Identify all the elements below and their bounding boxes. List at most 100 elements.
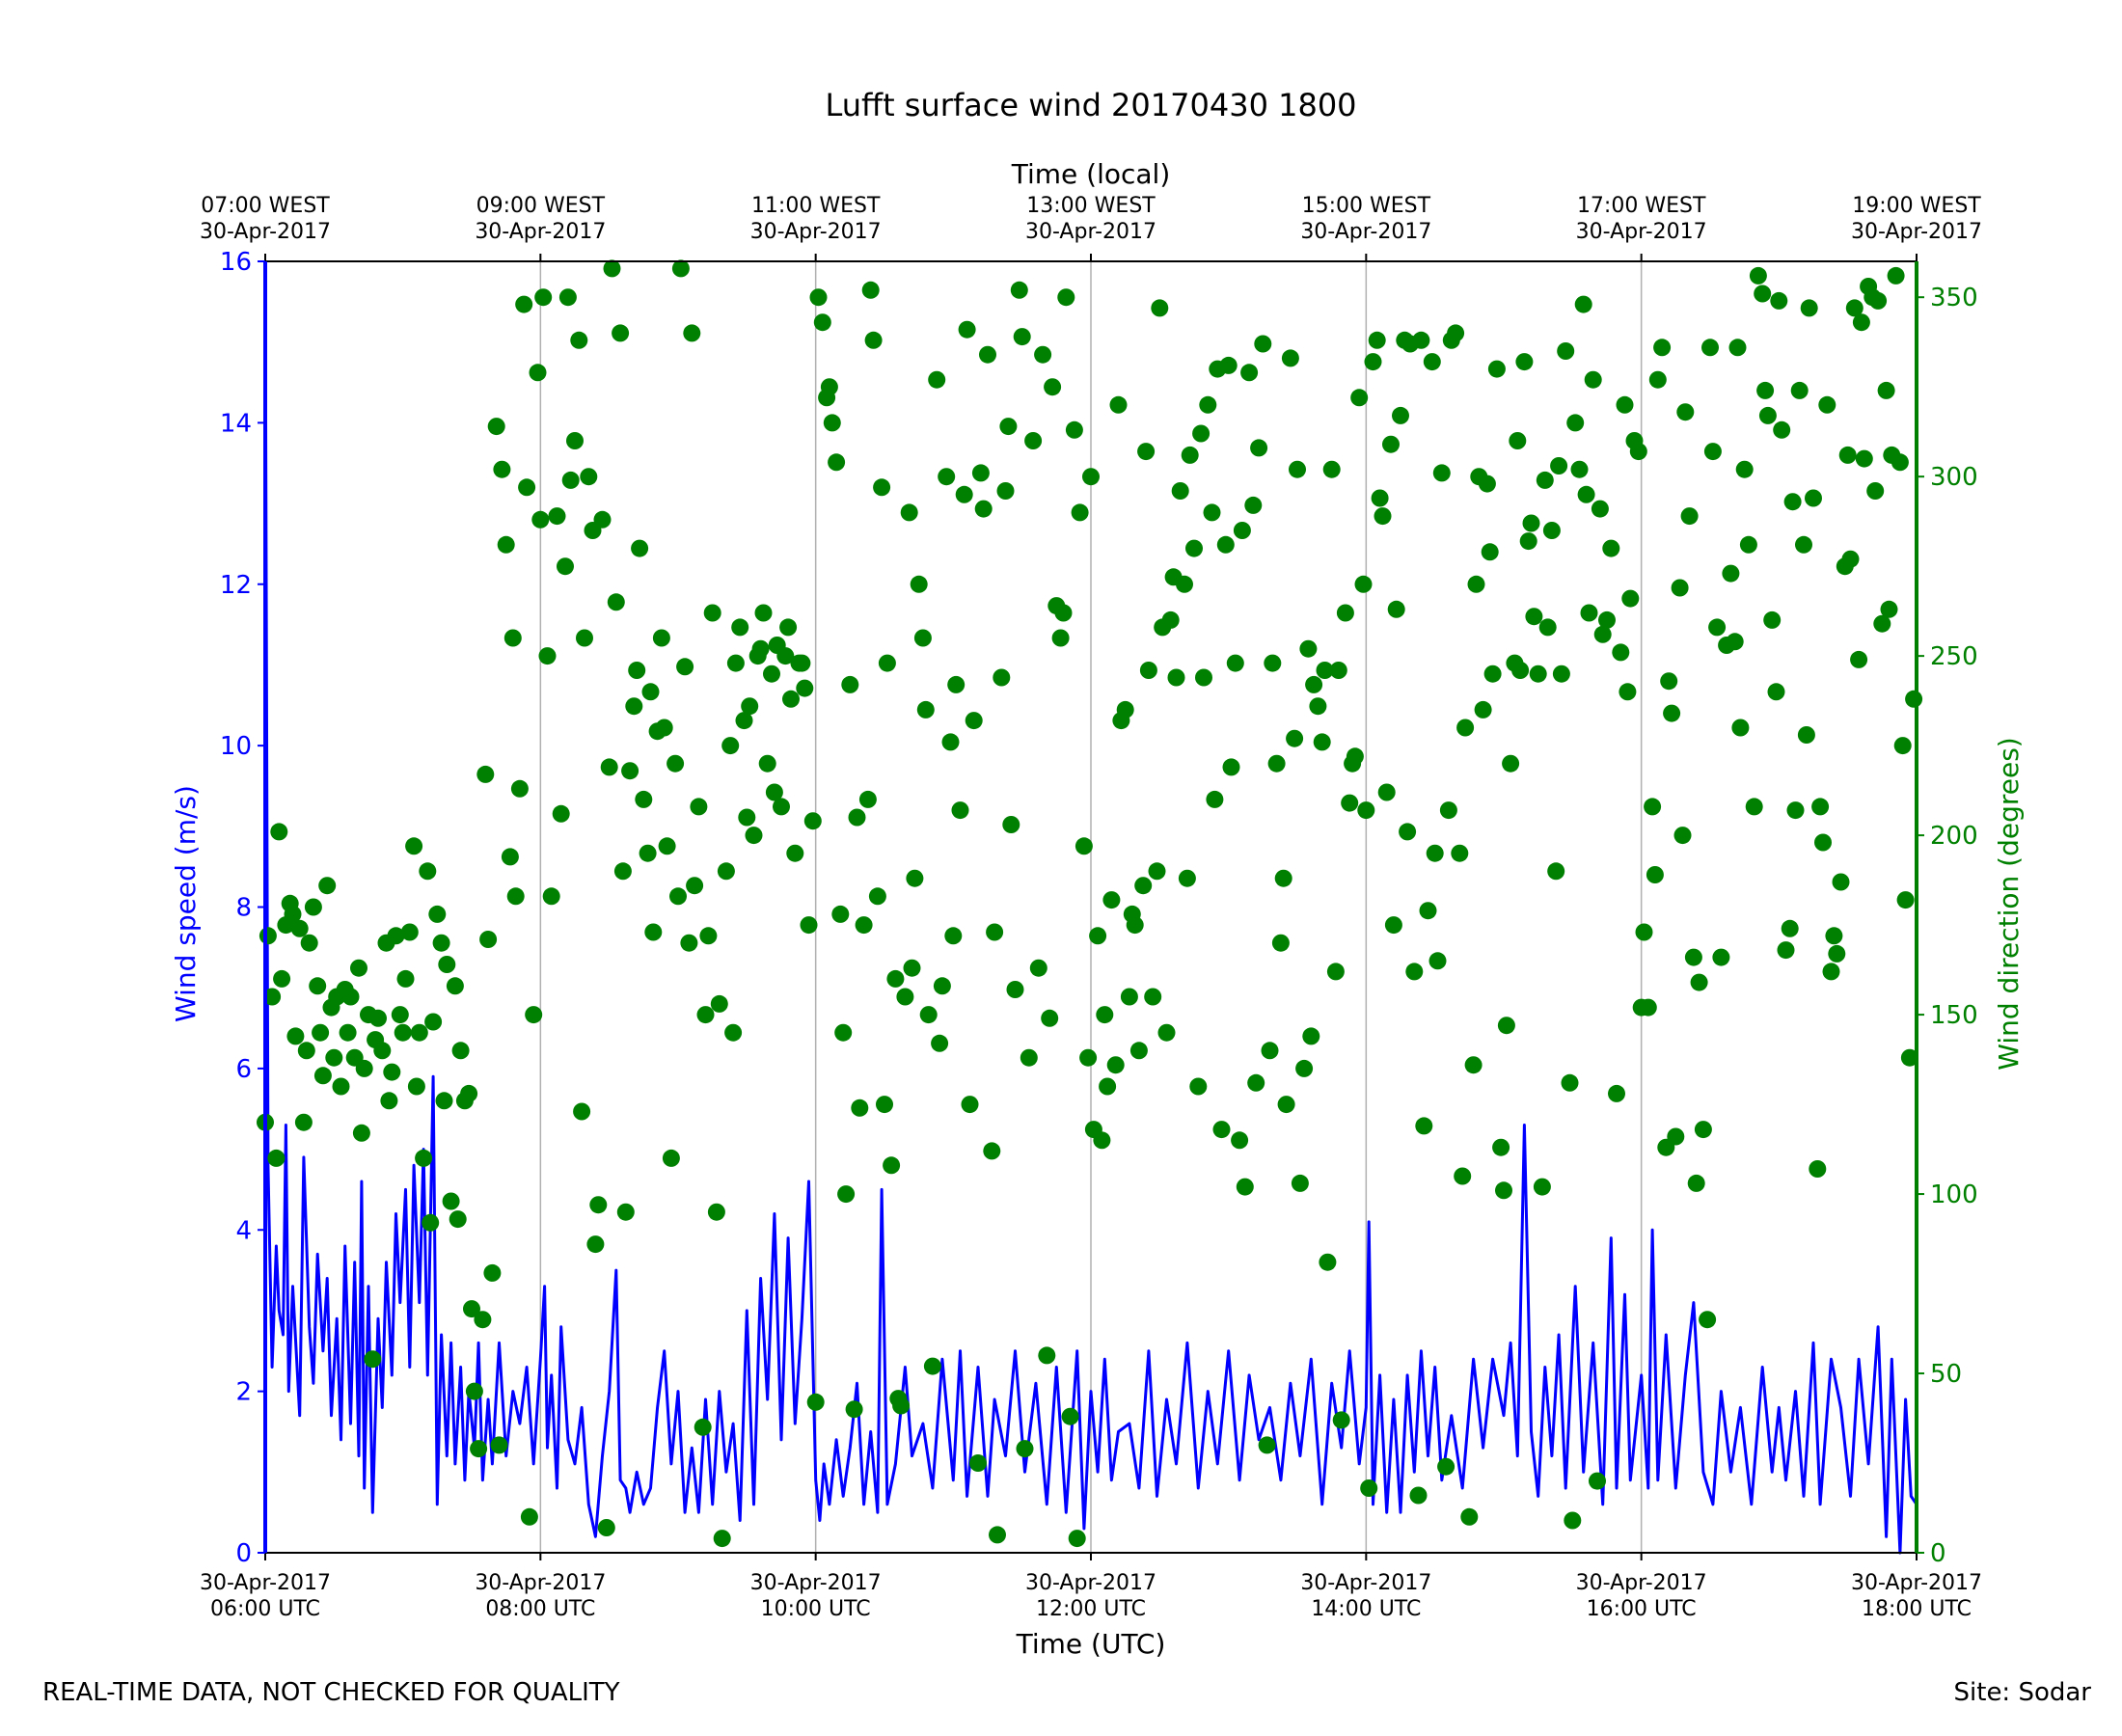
wind-direction-point: [1151, 299, 1169, 317]
wind-direction-point: [616, 1203, 635, 1221]
wind-direction-point: [1264, 654, 1282, 672]
wind-direction-point: [803, 812, 822, 830]
wind-direction-point: [1552, 665, 1570, 683]
wind-direction-point: [449, 1210, 467, 1229]
wind-direction-point: [1529, 665, 1547, 683]
wind-direction-point: [332, 1077, 350, 1096]
wind-direction-point: [586, 1235, 605, 1254]
wind-direction-point: [1905, 690, 1923, 708]
bottom-tick-date: 30-Apr-2017: [1025, 1571, 1156, 1595]
wind-direction-point: [297, 1042, 315, 1060]
wind-direction-point: [1522, 514, 1540, 532]
wind-direction-point: [1687, 1174, 1705, 1192]
wind-direction-point: [1467, 575, 1485, 593]
chart-title: Lufft surface wind 20170430 1800: [825, 87, 1356, 123]
wind-direction-point: [612, 324, 630, 342]
wind-direction-point: [1322, 460, 1341, 478]
wind-direction-point: [1777, 941, 1795, 960]
wind-direction-point: [658, 837, 676, 855]
right-tick-label: 50: [1930, 1360, 1962, 1389]
wind-direction-point: [525, 1006, 543, 1024]
wind-direction-point: [1126, 916, 1144, 935]
wind-direction-point: [1574, 295, 1592, 313]
wind-direction-point: [1487, 360, 1506, 378]
left-tick-label: 6: [235, 1055, 252, 1084]
wind-direction-point: [1570, 460, 1589, 478]
right-tick-label: 0: [1930, 1539, 1946, 1568]
wind-direction-point: [1428, 952, 1447, 970]
wind-direction-point: [542, 887, 560, 906]
wind-direction-point: [916, 700, 935, 719]
wind-direction-point: [809, 288, 828, 307]
wind-direction-point: [520, 1507, 538, 1526]
wind-direction-point: [635, 790, 653, 808]
wind-direction-point: [1767, 683, 1785, 701]
wind-direction-point: [1206, 790, 1224, 808]
wind-direction-point: [1054, 604, 1073, 622]
wind-direction-point: [1557, 342, 1575, 360]
wind-direction-point: [1099, 1077, 1117, 1096]
wind-direction-point: [1763, 610, 1782, 629]
wind-direction-point: [974, 500, 993, 518]
wind-direction-point: [913, 629, 932, 647]
wind-direction-point: [1825, 927, 1843, 945]
wind-direction-point: [1598, 610, 1616, 629]
wind-direction-point: [341, 988, 360, 1006]
wind-direction-point: [864, 331, 883, 349]
left-tick-label: 8: [235, 894, 252, 923]
wind-direction-point: [1805, 489, 1822, 507]
wind-direction-point: [961, 1096, 979, 1114]
wind-direction-point: [548, 507, 566, 526]
wind-direction-point: [503, 629, 522, 647]
wind-direction-point: [1199, 395, 1217, 414]
wind-direction-point: [339, 1023, 357, 1042]
wind-direction-point: [969, 1454, 987, 1472]
wind-direction-point: [848, 808, 866, 827]
wind-direction-point: [1157, 1023, 1176, 1042]
wind-direction-point: [1663, 704, 1681, 722]
wind-direction-point: [1481, 543, 1499, 561]
wind-direction-point: [1460, 1507, 1479, 1526]
top-tick-date: 30-Apr-2017: [750, 220, 882, 244]
wind-direction-point: [938, 468, 956, 486]
wind-direction-point: [996, 482, 1015, 500]
wind-direction-point: [552, 804, 570, 823]
wind-direction-point: [1384, 916, 1402, 935]
wind-direction-point: [510, 779, 529, 798]
wind-direction-point: [1089, 927, 1107, 945]
wind-direction-point: [1185, 539, 1203, 557]
top-tick-date: 30-Apr-2017: [200, 220, 331, 244]
wind-direction-point: [364, 1350, 382, 1369]
wind-direction-point: [851, 1099, 869, 1117]
wind-direction-point: [1415, 1117, 1433, 1135]
wind-direction-point: [1869, 291, 1888, 310]
bottom-tick-time: 06:00 UTC: [210, 1597, 320, 1621]
wind-direction-point: [625, 697, 643, 716]
wind-direction-point: [1020, 1048, 1038, 1067]
wind-direction-point: [1515, 353, 1534, 371]
wind-direction-point: [1399, 823, 1417, 841]
wind-direction-point: [883, 1156, 901, 1175]
wind-direction-point: [652, 629, 670, 647]
wind-direction-point: [683, 324, 701, 342]
wind-direction-point: [1639, 998, 1657, 1017]
wind-direction-point: [1671, 579, 1689, 597]
wind-direction-point: [1068, 1530, 1086, 1548]
wind-direction-point: [1216, 535, 1235, 554]
wind-direction-point: [1822, 963, 1840, 981]
wind-direction-point: [628, 662, 646, 679]
top-tick-date: 30-Apr-2017: [1025, 220, 1156, 244]
right-tick-label: 200: [1930, 822, 1978, 851]
wind-direction-point: [1536, 471, 1554, 489]
wind-direction-point: [1029, 959, 1047, 977]
wind-direction-point: [1295, 1059, 1314, 1077]
wind-direction-point: [1171, 482, 1189, 500]
wind-direction-point: [1612, 643, 1630, 662]
wind-direction-point: [613, 862, 632, 881]
wind-direction-point: [1850, 650, 1868, 668]
wind-direction-point: [986, 923, 1004, 941]
wind-direction-point: [1519, 532, 1537, 551]
wind-direction-point: [1542, 522, 1561, 539]
